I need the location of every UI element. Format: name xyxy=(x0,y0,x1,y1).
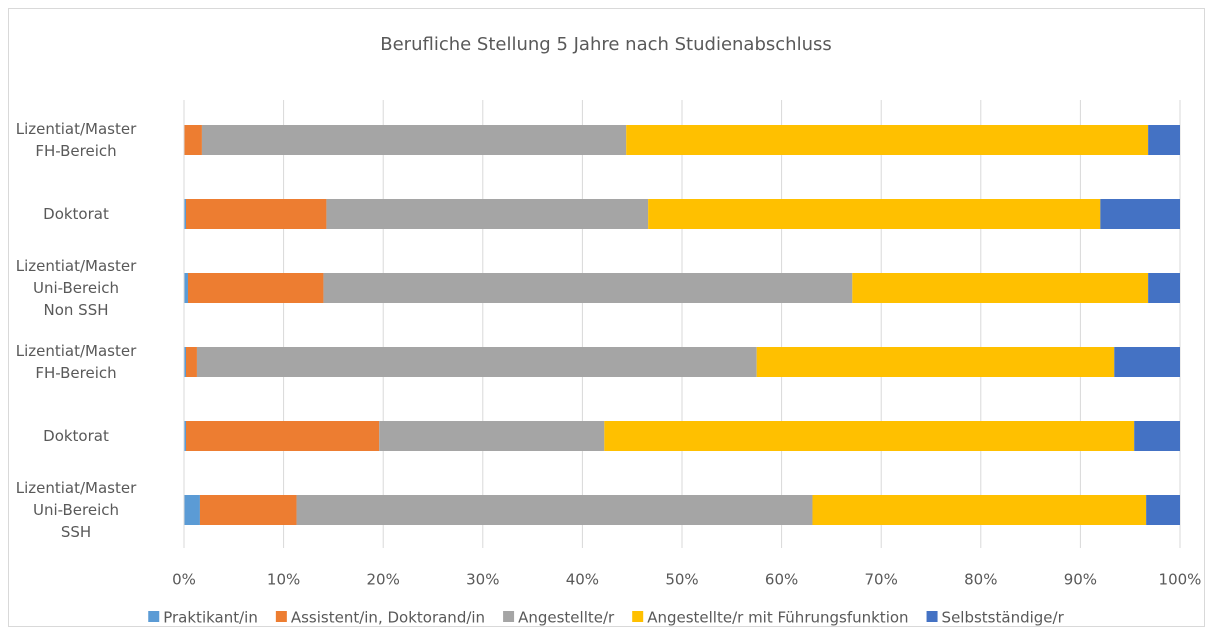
x-tick-label: 80% xyxy=(964,571,997,589)
y-tick-label: Doktorat xyxy=(43,205,109,223)
bar-segment xyxy=(196,347,757,377)
legend-label: Selbstständige/r xyxy=(942,609,1065,627)
bar-segment xyxy=(1148,125,1180,155)
legend-label: Angestellte/r xyxy=(518,609,615,627)
bar-segment xyxy=(185,199,327,229)
bar-segment xyxy=(185,421,380,451)
x-tick-label: 60% xyxy=(765,571,798,589)
y-tick-label: Lizentiat/Master Uni-Bereich SSH xyxy=(16,479,137,541)
bar-segment xyxy=(326,199,649,229)
x-tick-label: 70% xyxy=(865,571,898,589)
bar-segment xyxy=(604,421,1135,451)
bar-segment xyxy=(1148,273,1180,303)
x-tick-label: 100% xyxy=(1159,571,1202,589)
bar-segment xyxy=(1134,421,1180,451)
x-tick-label: 0% xyxy=(172,571,196,589)
bar-segment xyxy=(379,421,605,451)
y-tick-label: Lizentiat/Master FH-Bereich xyxy=(16,120,137,160)
x-tick-label: 10% xyxy=(267,571,300,589)
bar-segment xyxy=(323,273,853,303)
legend-swatch xyxy=(926,611,938,622)
bar-segment xyxy=(812,495,1147,525)
bar-segment xyxy=(184,125,202,155)
bar-segment xyxy=(648,199,1101,229)
y-tick-label: Lizentiat/Master Uni-Bereich Non SSH xyxy=(16,257,137,319)
legend-swatch xyxy=(275,611,287,622)
bar-segment xyxy=(626,125,1149,155)
bar-segment xyxy=(185,347,197,377)
x-tick-label: 50% xyxy=(665,571,698,589)
legend-swatch xyxy=(148,611,160,622)
legend-label: Angestellte/r mit Führungsfunktion xyxy=(647,609,908,627)
legend-label: Praktikant/in xyxy=(163,609,258,627)
y-tick-label: Doktorat xyxy=(43,427,109,445)
bar-segment xyxy=(184,495,200,525)
x-tick-label: 90% xyxy=(1064,571,1097,589)
legend-label: Assistent/in, Doktorand/in xyxy=(291,609,485,627)
bar-segment xyxy=(1114,347,1180,377)
bar-segment xyxy=(1146,495,1180,525)
legend-swatch xyxy=(632,611,644,622)
x-tick-label: 20% xyxy=(367,571,400,589)
bar-segment xyxy=(187,273,324,303)
legend-swatch xyxy=(503,611,515,622)
bar-segment xyxy=(1100,199,1180,229)
bar-segment xyxy=(201,125,627,155)
bar-segment xyxy=(184,273,188,303)
x-tick-label: 30% xyxy=(466,571,499,589)
bar-segment xyxy=(296,495,813,525)
bar-segment xyxy=(184,347,186,377)
chart-frame xyxy=(8,8,1205,627)
bar-segment xyxy=(756,347,1115,377)
bar-segment xyxy=(199,495,297,525)
chart-title: Berufliche Stellung 5 Jahre nach Studien… xyxy=(380,34,832,55)
x-tick-label: 40% xyxy=(566,571,599,589)
y-tick-label: Lizentiat/Master FH-Bereich xyxy=(16,342,137,382)
bar-segment xyxy=(184,421,186,451)
bar-segment xyxy=(852,273,1149,303)
bar-segment xyxy=(184,199,186,229)
